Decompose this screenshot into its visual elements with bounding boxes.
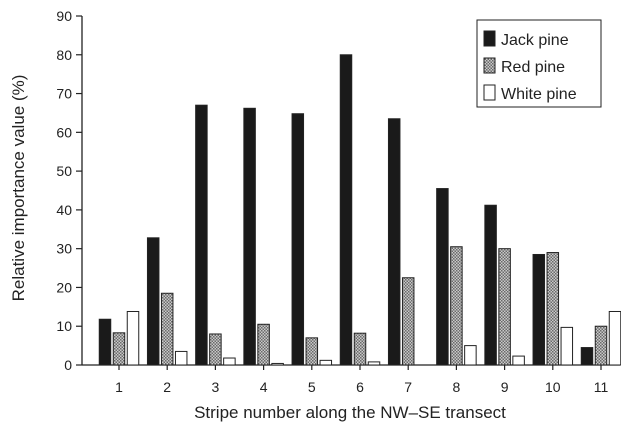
bar-white-pine-6 xyxy=(367,361,381,366)
bar-red-pine-10 xyxy=(546,252,560,366)
bar-jack-pine-4 xyxy=(243,107,256,366)
bar-white-pine-5 xyxy=(319,359,333,366)
bars xyxy=(98,54,621,366)
bar-jack-pine-5 xyxy=(291,113,305,366)
legend: Jack pine Red pine White pine xyxy=(476,19,602,108)
bar-white-pine-3 xyxy=(223,357,236,366)
x-tick-label: 9 xyxy=(501,379,509,395)
x-tick-label: 7 xyxy=(404,379,412,395)
bar-red-pine-6 xyxy=(353,332,367,366)
bar-white-pine-9 xyxy=(512,355,525,366)
y-tick-label: 60 xyxy=(56,124,72,140)
y-tick-label: 70 xyxy=(56,86,72,102)
bar-red-pine-7 xyxy=(401,277,415,366)
x-axis-title: Stripe number along the NW–SE transect xyxy=(194,403,506,422)
bar-red-pine-1 xyxy=(112,332,126,366)
x-tick-label: 10 xyxy=(545,379,561,395)
y-axis-title: Relative importance value (%) xyxy=(9,75,28,302)
legend-label-jack-pine: Jack pine xyxy=(501,32,569,49)
bar-red-pine-2 xyxy=(160,292,174,366)
bar-jack-pine-9 xyxy=(484,204,497,366)
x-tick-label: 6 xyxy=(356,379,364,395)
bar-jack-pine-10 xyxy=(532,253,546,366)
legend-label-white-pine: White pine xyxy=(501,86,577,103)
y-tick-label: 90 xyxy=(56,8,72,24)
bar-red-pine-4 xyxy=(257,323,270,366)
y-tick-label: 80 xyxy=(56,47,72,63)
y-tick-label: 50 xyxy=(56,163,72,179)
x-tick-label: 4 xyxy=(260,379,268,395)
x-ticks: 123456789101112 xyxy=(115,365,609,395)
bar-red-pine-8 xyxy=(450,246,463,366)
y-ticks: 0 10 20 30 40 50 60 70 80 90 xyxy=(56,8,82,373)
y-tick-label: 30 xyxy=(56,241,72,257)
y-tick-label: 10 xyxy=(56,318,72,334)
bar-white-pine-11 xyxy=(608,310,621,366)
legend-box xyxy=(476,19,602,108)
x-tick-label: 5 xyxy=(308,379,316,395)
bar-jack-pine-3 xyxy=(195,104,208,366)
legend-swatch-white-pine xyxy=(483,84,496,101)
bar-white-pine-8 xyxy=(464,345,477,366)
x-tick-label: 11 xyxy=(594,379,609,395)
bar-jack-pine-7 xyxy=(387,118,401,366)
bar-red-pine-5 xyxy=(305,337,319,366)
bar-jack-pine-1 xyxy=(98,318,112,366)
y-tick-label: 40 xyxy=(56,202,72,218)
y-tick-label: 0 xyxy=(64,357,72,373)
bar-white-pine-2 xyxy=(174,350,188,366)
bar-jack-pine-2 xyxy=(146,237,160,366)
legend-label-red-pine: Red pine xyxy=(501,59,565,76)
x-tick-label: 3 xyxy=(212,379,220,395)
legend-swatch-jack-pine xyxy=(483,30,496,47)
bar-white-pine-10 xyxy=(560,326,574,366)
bar-red-pine-9 xyxy=(498,248,511,366)
x-tick-label: 8 xyxy=(453,379,461,395)
bar-jack-pine-8 xyxy=(436,188,449,366)
bar-jack-pine-6 xyxy=(339,54,353,366)
bar-red-pine-11 xyxy=(594,325,608,366)
y-tick-label: 20 xyxy=(56,279,72,295)
x-tick-label: 2 xyxy=(163,379,171,395)
bar-white-pine-4 xyxy=(271,362,284,366)
bar-jack-pine-11 xyxy=(580,347,594,366)
legend-swatch-red-pine xyxy=(483,57,496,74)
x-tick-label: 1 xyxy=(115,379,123,395)
bar-white-pine-1 xyxy=(126,310,140,366)
bar-red-pine-3 xyxy=(209,333,222,366)
